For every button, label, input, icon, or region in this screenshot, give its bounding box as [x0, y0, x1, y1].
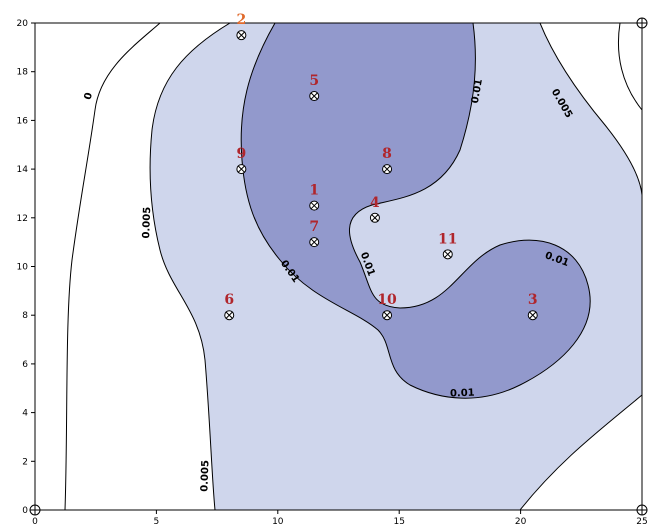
data-point: 9	[236, 146, 247, 175]
point-label: 3	[528, 292, 538, 308]
data-point: 8	[382, 146, 393, 175]
point-label: 2	[237, 12, 247, 28]
y-tick-label: 16	[17, 116, 29, 126]
y-tick-label: 2	[22, 457, 28, 467]
data-point: 6	[224, 292, 235, 321]
point-marker-icon	[309, 237, 320, 248]
y-tick-label: 0	[22, 506, 28, 516]
x-tick-label: 0	[32, 517, 38, 527]
data-point: 5	[309, 73, 320, 102]
corner-marker-icon	[29, 504, 41, 516]
data-point: 10	[377, 292, 397, 321]
point-marker-icon	[236, 30, 247, 41]
point-label: 8	[382, 146, 392, 162]
contour-region-high	[240, 23, 591, 399]
point-label: 5	[309, 73, 319, 89]
y-axis: 0 2 4 6 8 10 12 14 16 18 20	[17, 19, 35, 516]
point-label: 10	[377, 292, 397, 308]
data-point: 11	[438, 231, 458, 260]
corner-marker-icon	[636, 504, 648, 516]
y-tick-label: 18	[17, 68, 29, 78]
point-marker-icon	[527, 310, 538, 321]
point-marker-icon	[442, 249, 453, 260]
point-label: 11	[438, 231, 457, 247]
point-marker-icon	[369, 212, 380, 223]
contour-regions	[64, 23, 642, 510]
contour-label: 0.01	[470, 78, 485, 104]
data-point: 1	[309, 183, 320, 211]
data-points: 1 2 3 4 5 6 7 8 9 10 11	[224, 12, 538, 321]
y-tick-label: 4	[22, 409, 28, 419]
y-tick-label: 8	[22, 311, 28, 321]
point-marker-icon	[309, 200, 320, 211]
contour-label: 0.005	[199, 460, 211, 492]
contour-line-zero-right	[617, 23, 642, 111]
point-marker-icon	[382, 310, 393, 321]
x-tick-label: 10	[272, 517, 284, 527]
point-marker-icon	[309, 91, 320, 102]
contour-label: 0.01	[450, 388, 475, 400]
data-point: 4	[369, 195, 380, 223]
y-tick-label: 6	[22, 360, 28, 370]
data-point: 3	[527, 292, 538, 321]
x-tick-label: 5	[154, 517, 160, 527]
contour-line-zero-left	[64, 23, 161, 510]
point-marker-icon	[236, 164, 247, 175]
contour-label: 0.005	[141, 207, 153, 239]
point-label: 1	[309, 183, 319, 199]
point-marker-icon	[224, 310, 235, 321]
data-point: 7	[309, 219, 320, 248]
y-tick-label: 10	[17, 263, 29, 273]
point-label: 7	[309, 219, 319, 235]
data-point: 2	[236, 12, 247, 41]
corner-marker-icon	[636, 17, 648, 29]
x-tick-label: 15	[393, 517, 404, 527]
point-label: 9	[237, 146, 247, 162]
y-tick-label: 14	[17, 165, 29, 175]
x-tick-label: 25	[636, 517, 647, 527]
point-label: 6	[224, 292, 234, 308]
point-label: 4	[370, 195, 380, 211]
x-tick-label: 20	[515, 517, 527, 527]
x-axis: 0 5 10 15 20 25	[32, 510, 648, 527]
y-tick-label: 12	[17, 214, 28, 224]
point-marker-icon	[382, 164, 393, 175]
y-tick-label: 20	[17, 19, 29, 29]
corner-markers	[29, 17, 648, 516]
contour-label: 0	[83, 91, 95, 101]
